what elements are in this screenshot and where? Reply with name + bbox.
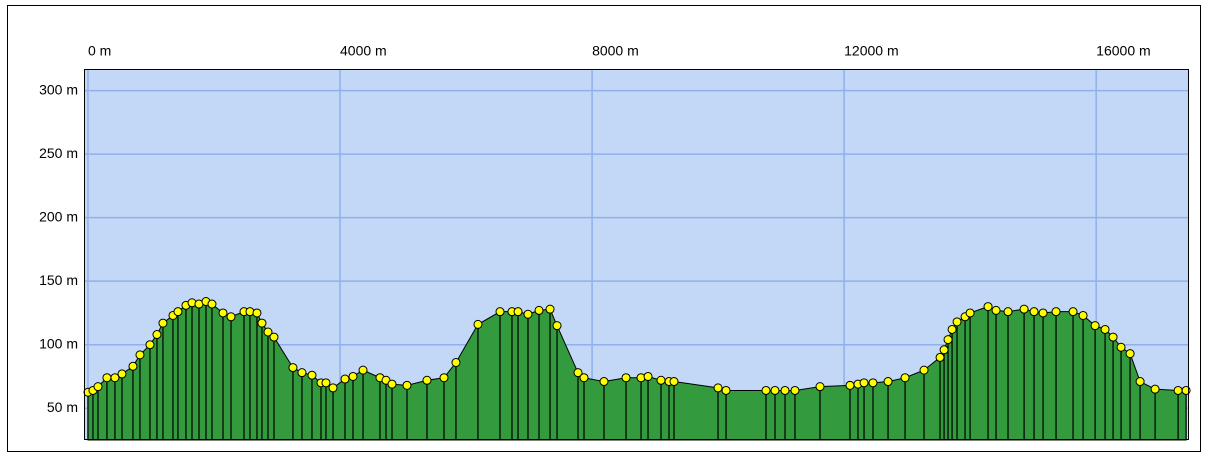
waypoint — [1078, 310, 1088, 320]
waypoint — [252, 308, 262, 318]
waypoint — [152, 330, 162, 340]
waypoint — [257, 318, 267, 328]
waypoint — [495, 307, 505, 317]
waypoint — [1125, 349, 1135, 359]
waypoint — [883, 377, 893, 387]
x-tick-label: 16000 m — [1096, 43, 1150, 59]
waypoint — [1135, 377, 1145, 387]
waypoint — [643, 371, 653, 381]
waypoint — [845, 380, 855, 390]
waypoint — [307, 370, 317, 380]
waypoint — [1029, 307, 1039, 317]
waypoint — [218, 308, 228, 318]
waypoint — [939, 345, 949, 355]
waypoint — [110, 373, 120, 383]
waypoint — [1116, 342, 1126, 352]
waypoint — [102, 373, 112, 383]
y-tick-label: 200 m — [39, 208, 78, 224]
waypoint — [439, 373, 449, 383]
waypoint — [402, 380, 412, 390]
waypoint — [523, 309, 533, 319]
waypoint — [1003, 307, 1013, 317]
y-tick-label: 50 m — [47, 399, 78, 415]
waypoint — [919, 365, 929, 375]
waypoint — [545, 304, 555, 314]
waypoint — [288, 363, 298, 373]
waypoint — [713, 383, 723, 393]
waypoint — [451, 357, 461, 367]
waypoint — [1068, 307, 1078, 317]
waypoint — [599, 377, 609, 387]
x-tick-label: 0 m — [88, 43, 111, 59]
waypoint — [135, 350, 145, 360]
waypoint — [207, 299, 217, 309]
waypoint — [579, 373, 589, 383]
waypoint — [269, 332, 279, 342]
y-tick-label: 100 m — [39, 335, 78, 351]
waypoint — [621, 373, 631, 383]
waypoint — [173, 307, 183, 317]
waypoint — [226, 312, 236, 322]
x-tick-label: 4000 m — [340, 43, 387, 59]
waypoint — [935, 352, 945, 362]
waypoint — [117, 369, 127, 379]
y-tick-label: 150 m — [39, 272, 78, 288]
waypoint — [1173, 385, 1183, 395]
waypoint — [770, 385, 780, 395]
waypoint — [669, 377, 679, 387]
waypoint — [422, 375, 432, 385]
y-tick-label: 250 m — [39, 145, 78, 161]
waypoint — [952, 317, 962, 327]
waypoint — [321, 378, 331, 388]
waypoint — [1038, 308, 1048, 318]
waypoint — [387, 379, 397, 389]
waypoint — [900, 373, 910, 383]
waypoint — [348, 371, 358, 381]
y-tick-label: 300 m — [39, 81, 78, 97]
waypoint — [721, 385, 731, 395]
waypoint — [263, 327, 273, 337]
waypoint — [128, 361, 138, 371]
waypoint — [815, 382, 825, 392]
waypoint — [573, 368, 583, 378]
waypoint — [473, 319, 483, 329]
waypoint — [93, 382, 103, 392]
waypoint — [1090, 321, 1100, 331]
waypoint — [1051, 307, 1061, 317]
waypoint — [1019, 304, 1029, 314]
waypoint — [297, 368, 307, 378]
waypoint — [947, 324, 957, 334]
waypoint — [158, 318, 168, 328]
waypoint — [790, 385, 800, 395]
waypoint — [552, 321, 562, 331]
waypoint — [1100, 324, 1110, 334]
waypoint — [1150, 384, 1160, 394]
waypoint — [656, 375, 666, 385]
waypoint — [534, 305, 544, 315]
plot-border — [84, 69, 1189, 440]
waypoint — [358, 365, 368, 375]
waypoint — [991, 305, 1001, 315]
waypoint — [965, 308, 975, 318]
waypoint — [1108, 332, 1118, 342]
waypoint — [145, 340, 155, 350]
waypoint — [943, 335, 953, 345]
waypoint — [859, 378, 869, 388]
waypoint — [761, 385, 771, 395]
waypoint — [328, 383, 338, 393]
waypoint — [983, 302, 993, 312]
waypoint — [868, 378, 878, 388]
waypoint — [780, 385, 790, 395]
x-tick-label: 8000 m — [592, 43, 639, 59]
waypoint — [513, 307, 523, 317]
x-tick-label: 12000 m — [844, 43, 898, 59]
waypoint — [340, 374, 350, 384]
